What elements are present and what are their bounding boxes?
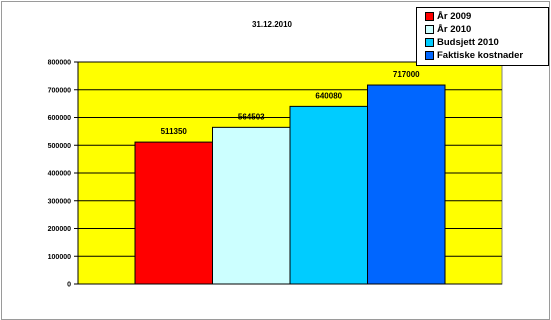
bar (289, 105, 368, 285)
legend-swatch (425, 51, 434, 60)
bar (134, 141, 213, 285)
y-tick-label: 100000 (48, 254, 71, 261)
legend-item: Faktiske kostnader (425, 49, 548, 62)
legend-swatch (425, 25, 434, 34)
legend-item: År 2010 (425, 23, 548, 36)
data-label: 564503 (238, 112, 265, 121)
bar (367, 84, 446, 285)
legend-swatch (425, 12, 434, 21)
legend-label: Budsjett 2010 (437, 37, 499, 48)
legend-item: År 2009 (425, 10, 548, 23)
legend-swatch (425, 38, 434, 47)
y-tick-label: 300000 (48, 198, 71, 205)
legend: År 2009 År 2010 Budsjett 2010 Faktiske k… (416, 7, 549, 66)
legend-label: Faktiske kostnader (437, 50, 524, 61)
legend-item: Budsjett 2010 (425, 36, 548, 49)
y-tick-label: 400000 (48, 171, 71, 178)
data-labels: 511350 564503 640080 717000 (161, 70, 421, 136)
legend-label: År 2010 (437, 24, 472, 35)
chart-title: 31.12.2010 (251, 20, 293, 29)
y-tick-label: 200000 (48, 226, 71, 233)
y-tick-label: 800000 (48, 60, 71, 67)
data-label: 511350 (161, 127, 188, 136)
y-tick-label: 600000 (48, 115, 71, 122)
data-label: 717000 (393, 70, 420, 79)
y-tick-label: 500000 (48, 143, 71, 150)
y-axis-ticks: 0 100000 200000 300000 400000 500000 600000 700… (48, 60, 78, 289)
bars (134, 84, 446, 285)
y-tick-label: 700000 (48, 87, 71, 94)
data-label: 640080 (315, 91, 342, 100)
legend-label: År 2009 (437, 11, 472, 22)
y-tick-label: 0 (67, 282, 71, 289)
bar (212, 126, 291, 285)
